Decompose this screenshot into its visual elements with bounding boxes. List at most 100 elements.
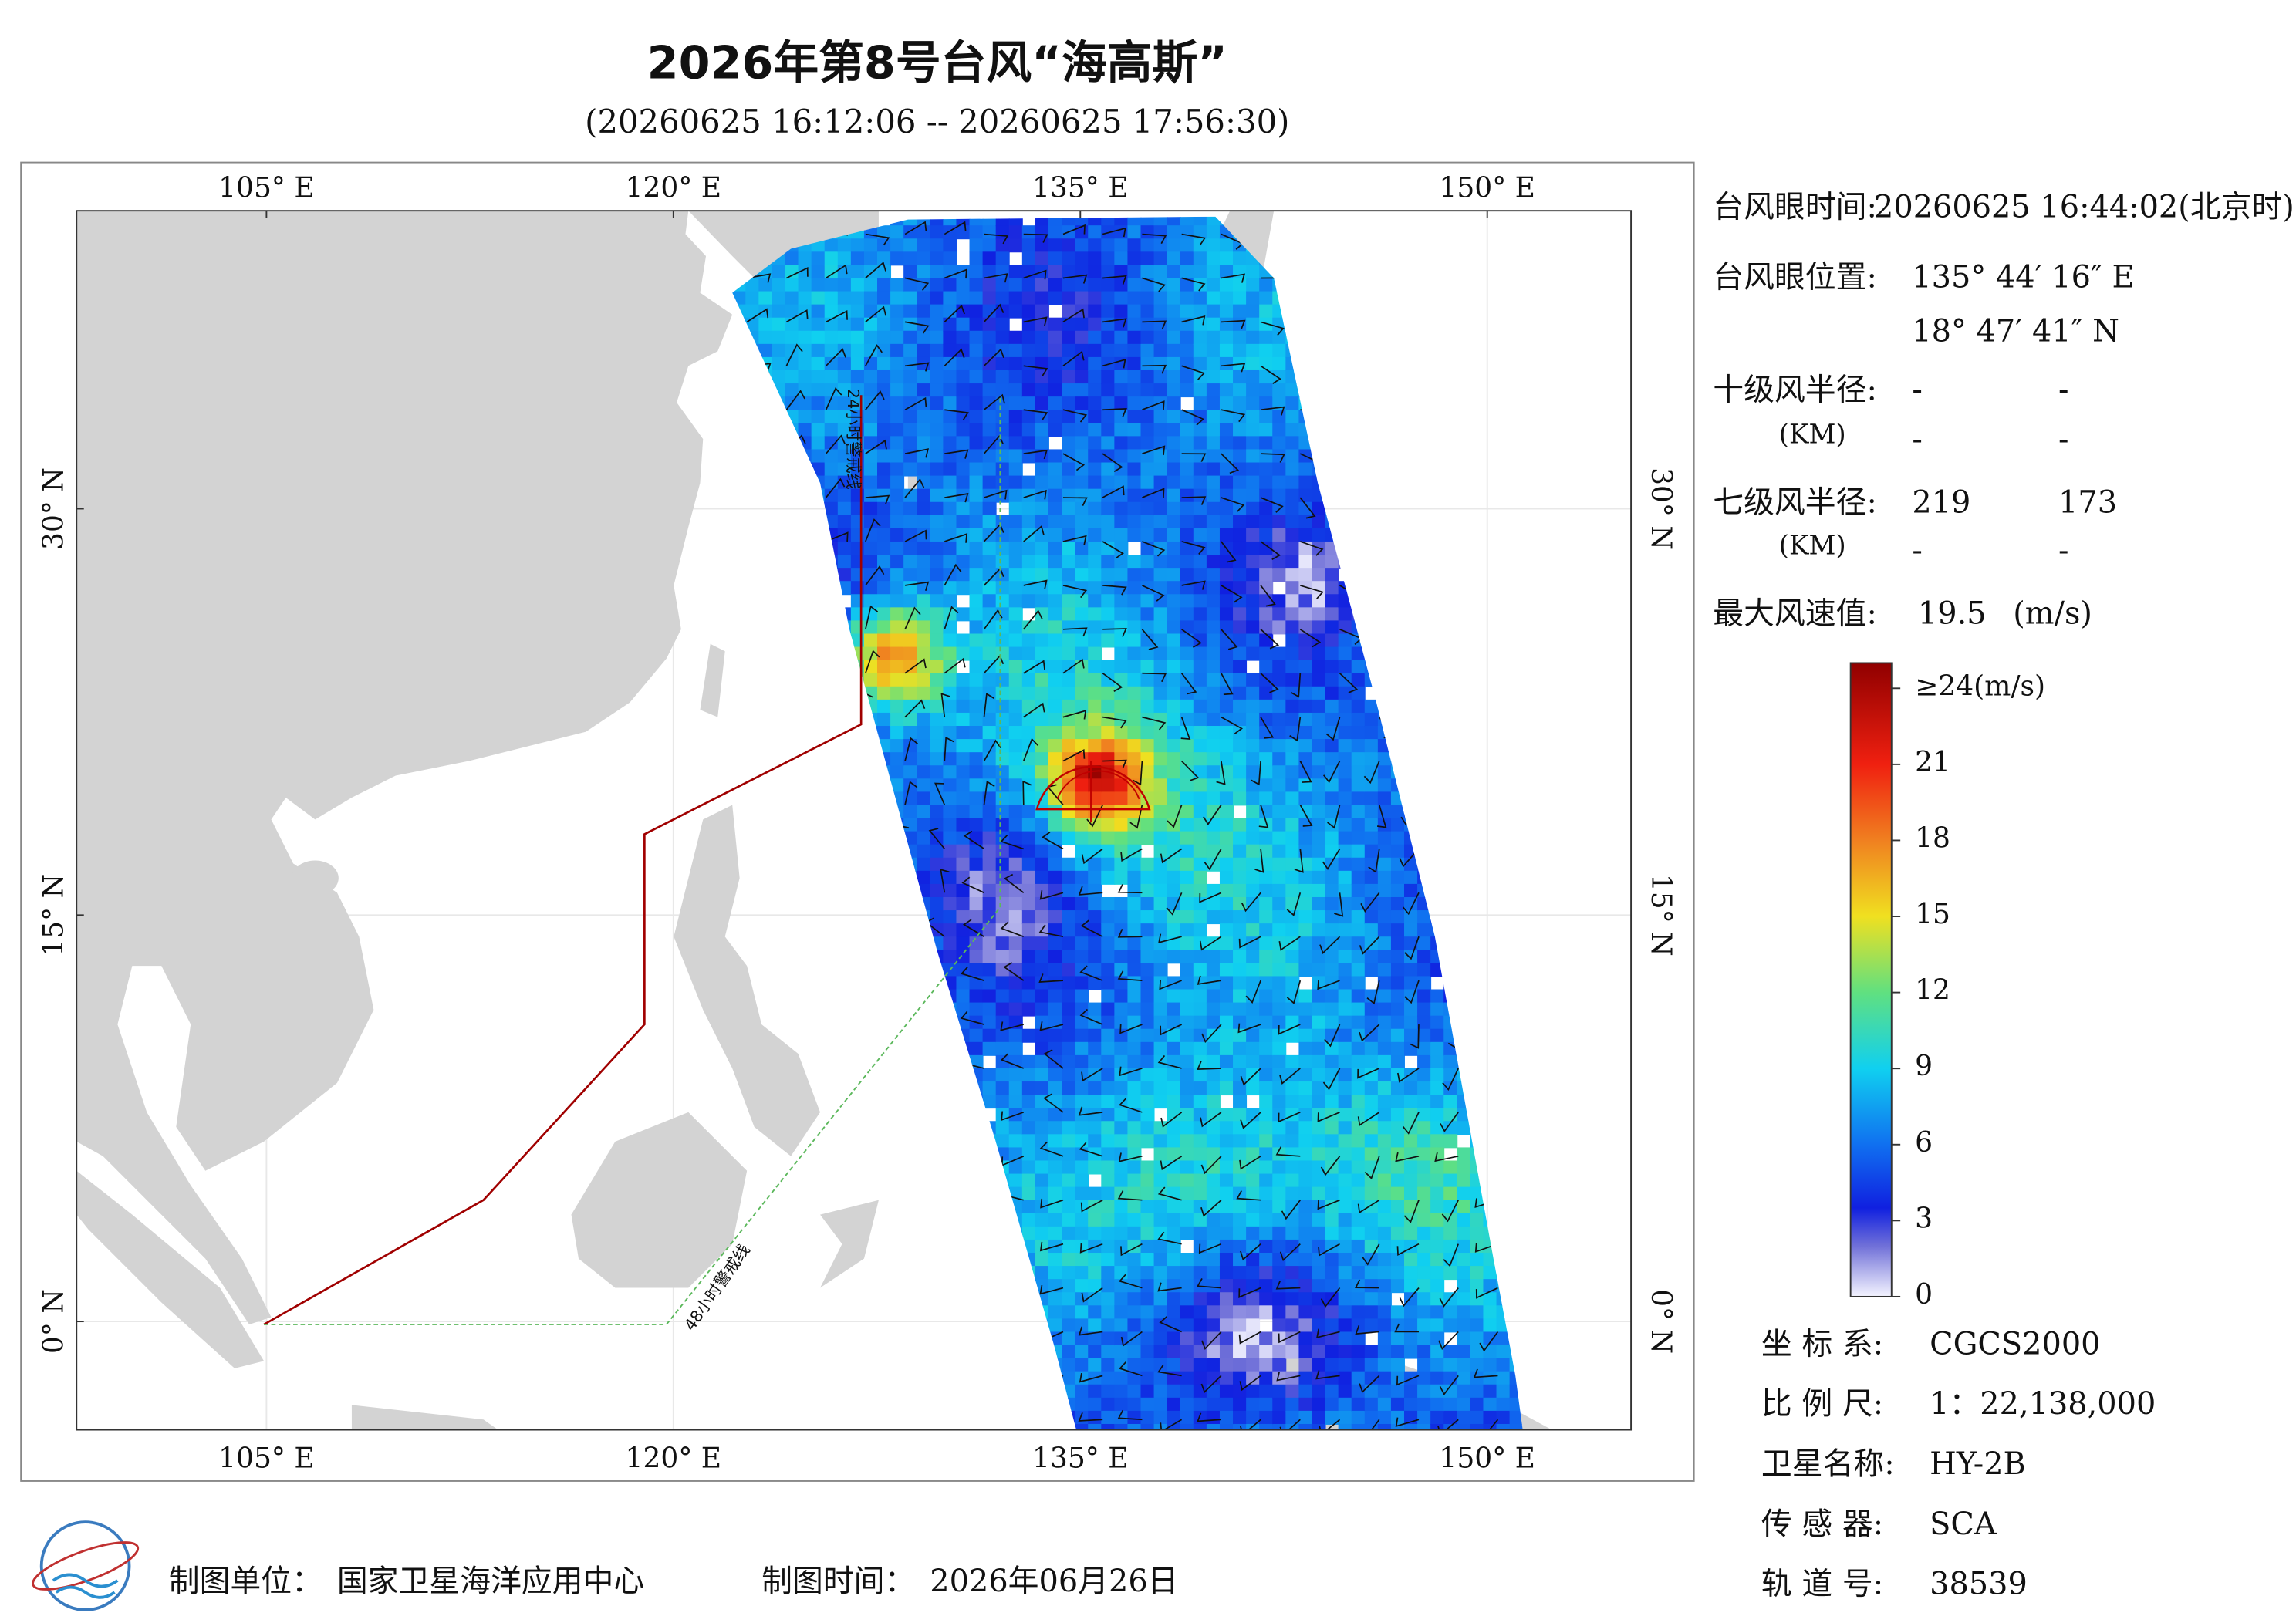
wind-cell — [890, 752, 905, 767]
wind-cell — [1364, 1213, 1379, 1227]
wind-cell — [811, 356, 826, 371]
wind-cell — [1233, 620, 1248, 635]
wind-cell — [1233, 1054, 1248, 1069]
wind-cell — [1390, 1186, 1405, 1201]
wind-cell — [1193, 739, 1207, 754]
wind-cell — [1167, 449, 1181, 464]
wind-cell — [1193, 1068, 1207, 1082]
wind-cell — [1153, 238, 1168, 253]
wind-cell — [1101, 989, 1116, 1004]
wind-cell — [811, 251, 826, 266]
wind-cell — [1062, 216, 1076, 227]
wind-cell — [1062, 883, 1076, 898]
wind-cell — [1088, 791, 1102, 806]
wind-cell — [1193, 765, 1207, 780]
wind-cell — [1180, 1160, 1194, 1175]
wind-cell — [1246, 475, 1261, 490]
wind-cell — [903, 515, 918, 529]
wind-cell — [824, 410, 839, 424]
wind-cell — [1167, 1318, 1181, 1333]
wind-cell — [1233, 791, 1248, 806]
wind-cell — [890, 568, 905, 582]
wind-cell — [1246, 515, 1261, 529]
wind-cell — [1062, 475, 1076, 490]
wind-cell — [982, 831, 997, 845]
wind-cell — [1114, 528, 1129, 542]
wind-cell — [1088, 726, 1102, 741]
wind-cell — [1377, 857, 1392, 872]
wind-cell — [995, 581, 1010, 596]
wind-cell — [1219, 594, 1234, 609]
wind-cell — [1298, 528, 1313, 542]
wind-cell — [1140, 225, 1155, 240]
wind-cell — [1101, 976, 1116, 990]
wind-cell — [995, 410, 1010, 424]
wind-cell — [1062, 356, 1076, 371]
wind-cell — [930, 857, 944, 872]
wind-cell — [1167, 607, 1181, 622]
wind-cell — [1351, 712, 1366, 727]
wind-cell — [824, 423, 839, 437]
wind-cell — [1088, 488, 1102, 503]
wind-cell — [1325, 581, 1339, 596]
wind-cell — [1404, 1292, 1419, 1307]
wind-cell — [1088, 620, 1102, 635]
wind-cell — [1285, 594, 1300, 609]
wind-cell — [1114, 541, 1129, 555]
wind-cell — [1180, 238, 1194, 253]
wind-cell — [1219, 1041, 1234, 1056]
wind-cell — [850, 607, 865, 622]
wind-cell — [837, 317, 852, 332]
wind-cell — [745, 291, 760, 305]
wind-cell — [890, 238, 905, 253]
wind-cell — [1206, 475, 1221, 490]
wind-cell — [1180, 1134, 1194, 1149]
wind-cell — [1008, 383, 1023, 398]
wind-cell — [1180, 343, 1194, 358]
wind-cell — [1364, 1186, 1379, 1201]
wind-cell — [1008, 1121, 1023, 1135]
wind-cell — [1140, 216, 1155, 227]
wind-cell — [1246, 1253, 1261, 1267]
wind-cell — [1312, 1054, 1326, 1069]
wind-cell — [1206, 238, 1221, 253]
wind-cell — [1075, 488, 1089, 503]
wind-cell — [1088, 475, 1102, 490]
wind-cell — [1153, 356, 1168, 371]
wind-cell — [1088, 436, 1102, 450]
wind-cell — [1246, 923, 1261, 938]
wind-cell — [1088, 1081, 1102, 1096]
wind-cell — [1259, 950, 1274, 964]
wind-cell — [1035, 896, 1049, 912]
wind-cell — [1021, 1002, 1036, 1017]
wind-cell — [1114, 356, 1129, 371]
wind-cell — [1101, 251, 1116, 266]
wind-cell — [1075, 607, 1089, 622]
wind-cell — [1298, 950, 1313, 964]
wind-cell — [1272, 555, 1287, 569]
wind-cell — [1206, 950, 1221, 964]
wind-cell — [1167, 844, 1181, 859]
wind-cell — [943, 581, 957, 596]
wind-cell — [758, 278, 773, 292]
wind-cell — [1259, 1305, 1274, 1320]
wind-cell — [995, 1041, 1010, 1056]
wind-cell — [1338, 1147, 1352, 1162]
wind-cell — [1377, 1423, 1392, 1430]
wind-cell — [1233, 528, 1248, 542]
wind-cell — [1312, 673, 1326, 687]
wind-cell — [1285, 501, 1300, 516]
wind-cell — [1075, 660, 1089, 674]
wind-cell — [890, 501, 905, 516]
wind-cell — [1259, 646, 1274, 661]
wind-cell — [1298, 475, 1313, 490]
wind-cell — [1035, 1002, 1049, 1017]
wind-cell — [1180, 896, 1194, 912]
wind-cell — [1259, 1081, 1274, 1096]
wind-cell — [1127, 765, 1142, 780]
wind-cell — [1140, 950, 1155, 964]
wind-cell — [995, 356, 1010, 371]
wind-cell — [1088, 686, 1102, 700]
wind-cell — [956, 436, 971, 450]
wind-cell — [1153, 963, 1168, 977]
